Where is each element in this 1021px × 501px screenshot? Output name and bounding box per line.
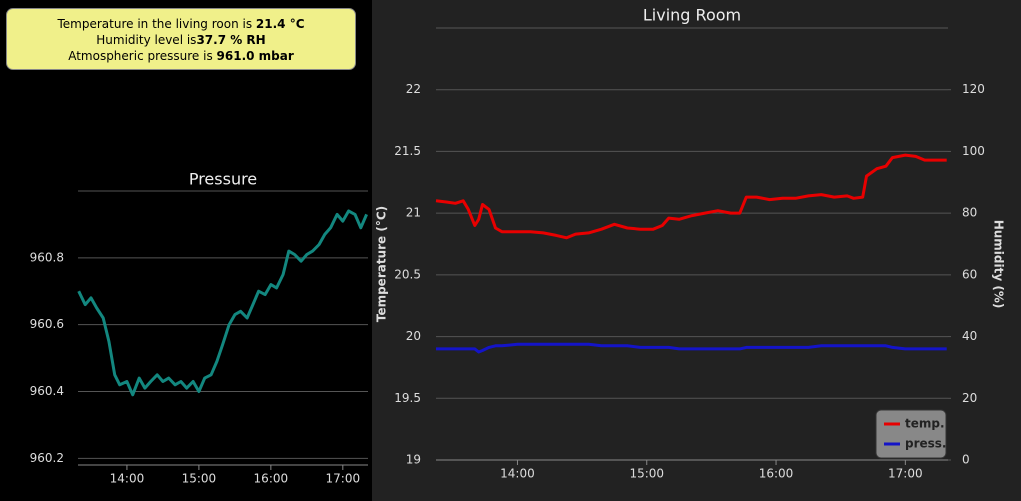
x-tick-label: 16:00 xyxy=(759,467,794,481)
x-tick-label: 15:00 xyxy=(629,467,664,481)
info-value: 21.4 °C xyxy=(255,17,305,31)
series-line xyxy=(77,209,368,397)
y2-tick-label: 40 xyxy=(962,329,977,343)
y-tick-label: 21 xyxy=(406,206,421,220)
y-tick-label: 22 xyxy=(406,82,421,96)
y-tick-label: 960.6 xyxy=(30,317,64,331)
y-axis-title: Temperature (°C) xyxy=(375,206,389,322)
info-value: 37.7 % RH xyxy=(196,33,266,47)
info-box: Temperature in the living roon is 21.4 °… xyxy=(6,8,356,70)
series-line xyxy=(436,342,947,354)
legend-label: press. xyxy=(905,437,947,451)
y-tick-label: 960.2 xyxy=(30,451,64,465)
info-line: Atmospheric pressure is 961.0 mbar xyxy=(7,48,355,64)
y-tick-label: 960.8 xyxy=(30,250,64,264)
chart-title: Living Room xyxy=(643,6,741,25)
y-tick-label: 20 xyxy=(406,329,421,343)
y-tick-label: 19 xyxy=(406,453,421,467)
legend-label: temp. xyxy=(905,417,945,431)
x-tick-label: 14:00 xyxy=(500,467,535,481)
y-tick-label: 19.5 xyxy=(394,391,421,405)
info-line: Humidity level is37.7 % RH xyxy=(7,32,355,48)
y2-tick-label: 80 xyxy=(962,206,977,220)
y-tick-label: 20.5 xyxy=(394,267,421,281)
series-line xyxy=(435,153,947,240)
y-tick-label: 960.4 xyxy=(30,384,64,398)
info-value: 961.0 mbar xyxy=(216,49,294,63)
y2-tick-label: 100 xyxy=(962,144,985,158)
x-tick-label: 15:00 xyxy=(182,472,217,486)
info-text: Atmospheric pressure is xyxy=(68,49,217,63)
x-tick-label: 16:00 xyxy=(254,472,289,486)
y2-tick-label: 60 xyxy=(962,267,977,281)
x-tick-label: 17:00 xyxy=(888,467,923,481)
x-tick-label: 17:00 xyxy=(326,472,361,486)
chart-title: Pressure xyxy=(189,170,257,189)
legend-box xyxy=(875,409,947,459)
info-line: Temperature in the living roon is 21.4 °… xyxy=(7,16,355,32)
x-tick-label: 14:00 xyxy=(110,472,145,486)
info-text: Temperature in the living roon is xyxy=(57,17,256,31)
y2-axis-title: Humidity (%) xyxy=(992,220,1006,309)
y-tick-label: 21.5 xyxy=(394,144,421,158)
y2-tick-label: 120 xyxy=(962,82,985,96)
y2-tick-label: 20 xyxy=(962,391,977,405)
y2-tick-label: 0 xyxy=(962,453,970,467)
info-text: Humidity level is xyxy=(96,33,197,47)
